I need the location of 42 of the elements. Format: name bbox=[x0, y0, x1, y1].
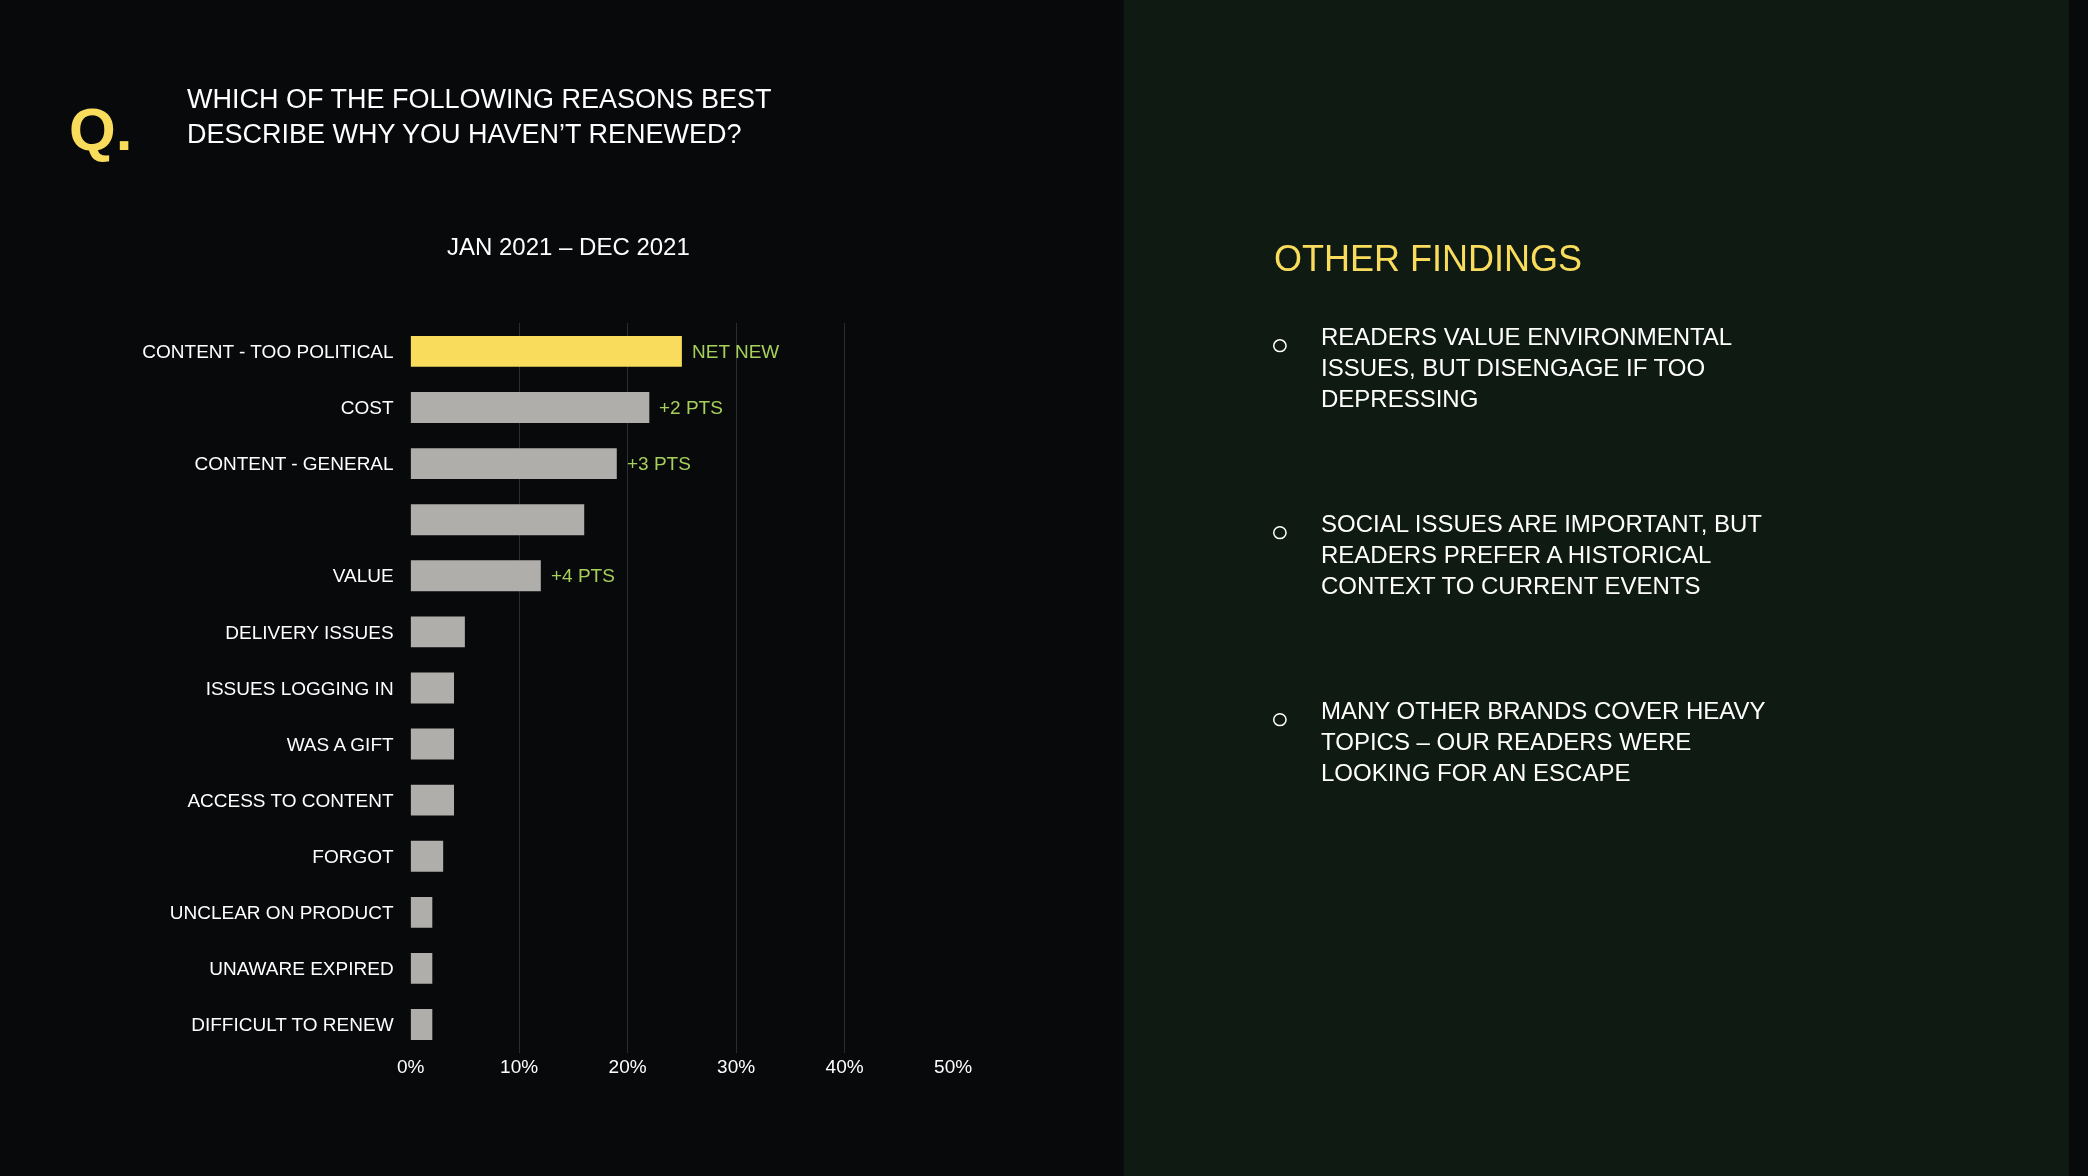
bar bbox=[410, 392, 650, 423]
y-tick-label: COST bbox=[340, 397, 395, 419]
bar bbox=[410, 1009, 433, 1040]
y-tick-label: CONTENT - GENERAL bbox=[194, 453, 394, 475]
bar bbox=[410, 448, 617, 480]
text: READERS VALUE ENVIRONMENTAL ISSUES, BUT DISENGAGE IF TOO DEPRESSING bbox=[1321, 323, 1733, 413]
bar bbox=[410, 728, 455, 760]
bar bbox=[410, 336, 682, 367]
annotation: +4 PTS bbox=[551, 565, 615, 586]
y-tick-label: WAS A GIFT bbox=[286, 733, 394, 755]
x-tick-label: 40% bbox=[825, 1055, 864, 1077]
bar bbox=[410, 784, 455, 816]
bar bbox=[410, 952, 433, 984]
annotation: +3 PTS bbox=[627, 453, 691, 474]
x-tick-label: 20% bbox=[608, 1055, 647, 1077]
bar bbox=[410, 616, 465, 648]
bar bbox=[410, 896, 433, 928]
y-tick-label: CONTENT - TOO POLITICAL bbox=[142, 341, 394, 363]
x-tick-label: 50% bbox=[934, 1055, 973, 1077]
annotation: +2 PTS bbox=[659, 397, 723, 418]
text: OTHER FINDINGS bbox=[1274, 238, 1583, 279]
y-tick-label: UNAWARE EXPIRED bbox=[209, 958, 394, 980]
bar bbox=[410, 672, 455, 704]
y-tick-label: FORGOT bbox=[312, 845, 394, 867]
bar bbox=[410, 840, 444, 872]
text: Q. bbox=[69, 96, 133, 163]
x-tick-label: 10% bbox=[500, 1055, 539, 1077]
y-tick-label: UNCLEAR ON PRODUCT bbox=[169, 901, 394, 923]
x-tick-label: 30% bbox=[717, 1055, 756, 1077]
text: MANY OTHER BRANDS COVER HEAVY TOPICS – OUR READERS WERE LOOKING FOR AN ESCAPE bbox=[1321, 697, 1766, 787]
y-tick-label: DIFFICULT TO RENEW bbox=[191, 1014, 394, 1036]
chart-title: WHICH OF THE FOLLOWING REASONS BEST DESCRIBE WHY YOU HAVEN’T RENEWED? bbox=[187, 84, 772, 150]
bar bbox=[410, 504, 585, 536]
chart-subtitle: JAN 2021 – DEC 2021 bbox=[447, 233, 690, 260]
text: SOCIAL ISSUES ARE IMPORTANT, BUT READERS PREFER A HISTORICAL CONTEXT TO CURRENT EVENTS bbox=[1321, 510, 1763, 600]
y-tick-label: DELIVERY ISSUES bbox=[225, 621, 394, 643]
annotation: NET NEW bbox=[692, 341, 780, 362]
bar bbox=[410, 560, 541, 592]
y-tick-label: VALUE bbox=[332, 565, 394, 587]
x-tick-label: 0% bbox=[396, 1055, 425, 1077]
y-tick-label: ACCESS TO CONTENT bbox=[187, 789, 395, 811]
y-tick-label: ISSUES LOGGING IN bbox=[205, 677, 394, 699]
